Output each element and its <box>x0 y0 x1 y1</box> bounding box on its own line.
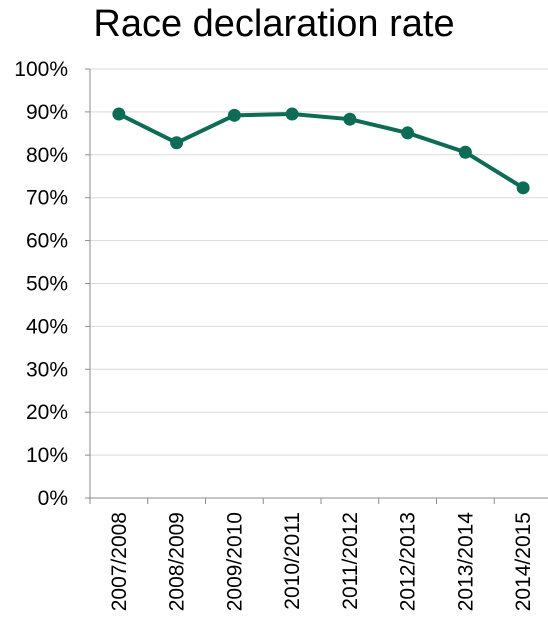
chart-title: Race declaration rate <box>93 3 455 45</box>
series-group <box>112 107 530 195</box>
data-point <box>343 112 357 126</box>
x-tick-label: 2012/2013 <box>397 512 420 611</box>
y-tick-label: 30% <box>26 358 68 381</box>
axes <box>85 68 548 504</box>
x-tick-label: 2013/2014 <box>454 512 477 612</box>
y-tick-label: 20% <box>26 401 68 424</box>
y-tick-label: 40% <box>26 315 68 338</box>
y-axis-tick-labels: 0% 10% 20% 30% 40% 50% 60% 70% 80% 90% 100% <box>14 58 68 510</box>
y-tick-label: 100% <box>14 58 68 81</box>
data-point <box>227 108 241 122</box>
x-tick-label: 2007/2008 <box>108 512 131 611</box>
x-tick-label: 2011/2012 <box>339 512 362 610</box>
data-point <box>458 145 472 159</box>
y-tick-label: 10% <box>26 444 68 467</box>
x-tick-label: 2014/2015 <box>512 512 535 611</box>
y-tick-label: 80% <box>26 144 68 167</box>
y-tick-label: 60% <box>26 230 68 253</box>
x-tick-label: 2009/2010 <box>223 512 246 611</box>
data-point <box>401 126 415 140</box>
x-tick-label: 2008/2009 <box>166 512 189 611</box>
data-point <box>285 107 299 121</box>
data-point <box>170 136 184 150</box>
y-tick-label: 70% <box>26 187 68 210</box>
data-point <box>516 181 530 195</box>
series-line <box>117 112 525 190</box>
y-tick-label: 90% <box>26 101 68 124</box>
x-tick-label: 2010/2011 <box>281 512 304 610</box>
gridlines <box>90 68 548 456</box>
data-point <box>112 107 126 121</box>
y-tick-label: 50% <box>26 273 68 296</box>
x-axis-tick-labels: 2007/2008 2008/2009 2009/2010 2010/2011 2011… <box>108 512 535 612</box>
y-tick-label: 0% <box>38 487 68 510</box>
